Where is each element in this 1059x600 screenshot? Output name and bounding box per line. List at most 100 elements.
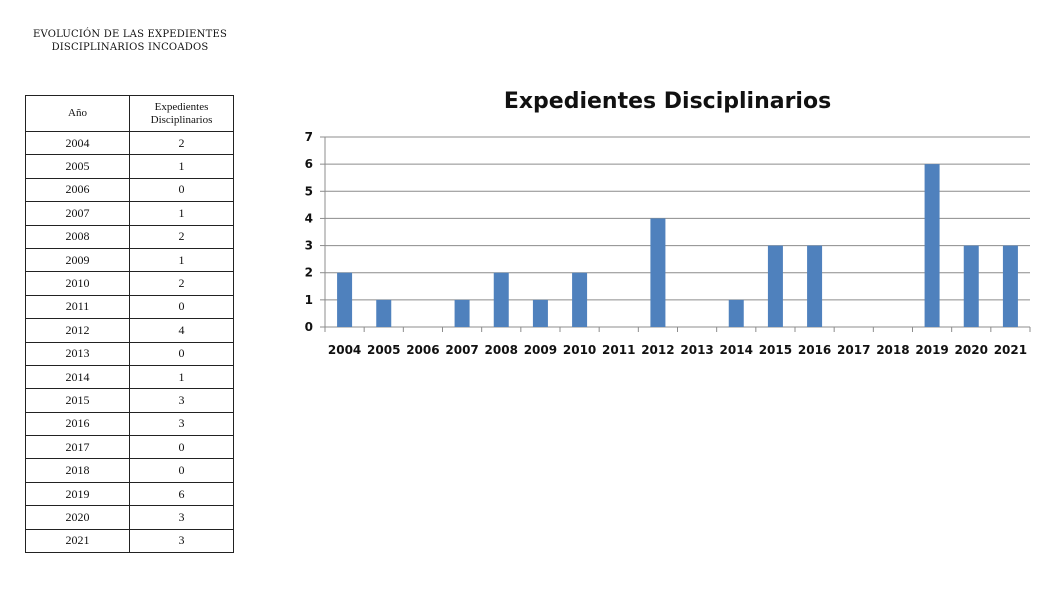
table-body: 2004 2 2005 1 2006 0 2007 1 2008 2 2009 1 2010 2 2011 0…: [25, 130, 234, 554]
cell-year: 2009: [25, 247, 130, 273]
bar-2010: [572, 272, 588, 327]
x-tick-label: 2004: [328, 343, 361, 357]
cell-year: 2016: [25, 411, 130, 437]
cell-year: 2014: [25, 364, 130, 390]
x-tick-label: 2010: [563, 343, 596, 357]
x-tick-label: 2015: [759, 343, 792, 357]
cell-year: 2018: [25, 458, 130, 483]
cell-year: 2021: [25, 528, 130, 554]
table-row: 2017 0: [25, 435, 234, 460]
cell-year: 2007: [25, 201, 130, 226]
cell-year: 2019: [25, 481, 130, 507]
y-tick-label: 5: [305, 184, 313, 198]
table-row: 2004 2: [25, 130, 234, 156]
header-expedientes: Expedientes Disciplinarios: [129, 95, 234, 132]
bar-2005: [376, 299, 392, 327]
table-row: 2020 3: [25, 505, 234, 530]
x-tick-label: 2009: [524, 343, 557, 357]
cell-value: 1: [129, 201, 234, 226]
x-tick-label: 2005: [367, 343, 400, 357]
cell-year: 2011: [25, 294, 130, 320]
cell-year: 2017: [25, 435, 130, 460]
x-tick-label: 2007: [445, 343, 478, 357]
cell-value: 0: [129, 435, 234, 460]
cell-value: 0: [129, 341, 234, 366]
table-row: 2007 1: [25, 201, 234, 226]
cell-value: 2: [129, 130, 234, 156]
cell-value: 1: [129, 364, 234, 390]
cell-value: 1: [129, 247, 234, 273]
bar-2014: [728, 299, 744, 327]
table-row: 2015 3: [25, 388, 234, 413]
bar-chart: Expedientes Disciplinarios 0 1 2 3 4 5 6 7 2004 20…: [305, 89, 1031, 357]
bar-2008: [493, 272, 509, 327]
table-row: 2016 3: [25, 411, 234, 437]
cell-year: 2013: [25, 341, 130, 366]
table-row: 2018 0: [25, 458, 234, 483]
cell-year: 2005: [25, 154, 130, 179]
table-heading: EVOLUCIÓN DE LAS EXPEDIENTES DISCIPLINAR…: [20, 28, 240, 54]
header-expedientes-line1: Expedientes: [154, 100, 209, 113]
y-tick-label: 7: [305, 130, 313, 144]
x-tick-label: 2013: [680, 343, 713, 357]
header-year: Año: [25, 95, 130, 132]
cell-value: 4: [129, 318, 234, 343]
x-tick-label: 2018: [876, 343, 909, 357]
cell-value: 0: [129, 294, 234, 320]
cell-value: 0: [129, 177, 234, 203]
y-tick-label: 4: [305, 211, 313, 225]
x-tick-label: 2012: [641, 343, 674, 357]
x-tick-label: 2021: [994, 343, 1027, 357]
table-row: 2008 2: [25, 224, 234, 249]
x-tick-label: 2014: [720, 343, 753, 357]
bar-2004: [337, 272, 353, 327]
table-heading-line1: EVOLUCIÓN DE LAS EXPEDIENTES: [32, 29, 228, 40]
x-tick-label: 2006: [406, 343, 439, 357]
cell-value: 3: [129, 411, 234, 437]
y-tick-label: 1: [305, 293, 313, 307]
x-tick-label: 2020: [955, 343, 988, 357]
table-row: 2005 1: [25, 154, 234, 179]
cell-year: 2004: [25, 130, 130, 156]
bar-2012: [650, 218, 666, 327]
cell-value: 2: [129, 271, 234, 296]
x-tick-label: 2011: [602, 343, 635, 357]
table-heading-line2: DISCIPLINARIOS INCOADOS: [51, 42, 209, 53]
cell-value: 1: [129, 154, 234, 179]
table-row: 2011 0: [25, 294, 234, 320]
bar-2021: [1002, 245, 1018, 327]
table-row: 2010 2: [25, 271, 234, 296]
cell-value: 3: [129, 528, 234, 554]
table-row: 2012 4: [25, 318, 234, 343]
bar-2020: [963, 245, 979, 327]
bar-2015: [767, 245, 783, 327]
x-tick-label: 2016: [798, 343, 831, 357]
y-tick-label: 3: [305, 239, 313, 253]
table-row: 2006 0: [25, 177, 234, 203]
cell-year: 2015: [25, 388, 130, 413]
bar-2007: [454, 299, 470, 327]
data-table: Año Expedientes Disciplinarios 2004 2 2005…: [25, 95, 234, 554]
cell-year: 2006: [25, 177, 130, 203]
cell-year: 2010: [25, 271, 130, 296]
bar-2016: [807, 245, 823, 327]
x-tick-label: 2019: [915, 343, 948, 357]
cell-value: 3: [129, 505, 234, 530]
table-row: 2013 0: [25, 341, 234, 366]
y-tick-label: 2: [305, 266, 313, 280]
header-expedientes-line2: Disciplinarios: [150, 113, 213, 126]
table-row: 2021 3: [25, 528, 234, 554]
x-tick-label: 2017: [837, 343, 870, 357]
cell-value: 3: [129, 388, 234, 413]
table-row: 2019 6: [25, 481, 234, 507]
cell-year: 2012: [25, 318, 130, 343]
y-tick-label: 0: [305, 320, 313, 334]
cell-year: 2020: [25, 505, 130, 530]
table-row: 2014 1: [25, 364, 234, 390]
table-header-row: Año Expedientes Disciplinarios: [25, 95, 234, 132]
chart-title: Expedientes Disciplinarios: [504, 89, 831, 114]
cell-value: 0: [129, 458, 234, 483]
cell-value: 6: [129, 481, 234, 507]
x-tick-label: 2008: [485, 343, 518, 357]
bar-2009: [532, 299, 548, 327]
